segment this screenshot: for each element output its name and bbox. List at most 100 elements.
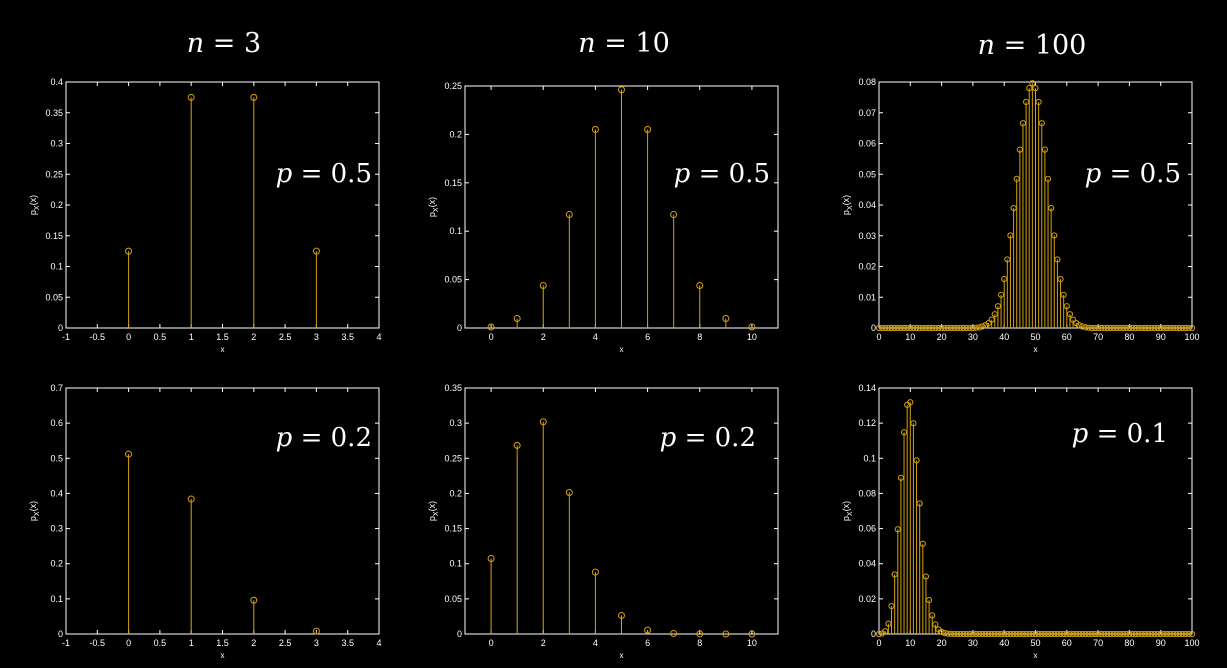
x-tick-label: 20 bbox=[937, 332, 947, 342]
x-tick-label: 50 bbox=[1030, 638, 1040, 648]
stem-marker bbox=[900, 324, 908, 332]
y-tick-label: 0.2 bbox=[449, 129, 462, 139]
stem-marker bbox=[963, 630, 970, 638]
stem-marker bbox=[1176, 324, 1183, 332]
stem-marker bbox=[954, 630, 961, 638]
y-tick-label: 0.14 bbox=[858, 383, 876, 393]
stem-marker bbox=[1048, 204, 1055, 212]
stem-marker bbox=[985, 319, 992, 327]
x-tick-label: 6 bbox=[645, 638, 650, 648]
stem-marker bbox=[925, 324, 933, 332]
column-title-variable: n bbox=[977, 30, 996, 61]
stem-marker bbox=[907, 399, 914, 406]
stem-marker bbox=[888, 602, 895, 610]
stem-marker bbox=[897, 474, 905, 481]
stem-marker bbox=[1107, 630, 1114, 638]
x-tick-label: 2 bbox=[541, 332, 546, 342]
x-tick-label: 50 bbox=[1030, 332, 1040, 342]
stem-marker bbox=[1170, 630, 1177, 638]
stem-marker bbox=[1110, 630, 1117, 638]
stem-marker bbox=[1048, 630, 1055, 638]
x-tick-label: 40 bbox=[999, 638, 1009, 648]
stem-marker bbox=[1063, 630, 1070, 638]
y-axis-label: pX(x) bbox=[427, 197, 440, 217]
stem-marker bbox=[1026, 630, 1033, 638]
stem-marker bbox=[1113, 324, 1120, 332]
chart-panel: 0 0.05 0.1 0.15 0.2 0.25 0.3 0.35 0 2 4 6 8 10 x pX(x) p… bbox=[427, 383, 779, 660]
stem-marker bbox=[1091, 630, 1099, 638]
y-tick-label: 0.06 bbox=[858, 524, 876, 534]
x-tick-label: 0.5 bbox=[154, 332, 167, 342]
stem-marker bbox=[1060, 291, 1067, 298]
x-tick-label: 2 bbox=[251, 332, 256, 342]
stem-marker bbox=[1057, 630, 1064, 638]
stem-marker bbox=[1141, 324, 1149, 332]
stem-marker bbox=[487, 323, 495, 331]
x-tick-label: 3 bbox=[314, 638, 319, 648]
y-tick-label: 0.1 bbox=[863, 453, 876, 463]
stem-marker bbox=[565, 211, 573, 219]
stem-marker bbox=[1101, 630, 1108, 638]
stem-marker bbox=[1004, 256, 1011, 263]
x-tick-label: 2 bbox=[541, 638, 546, 648]
stem-marker bbox=[1001, 630, 1008, 638]
x-tick-label: 70 bbox=[1093, 638, 1103, 648]
stem-marker bbox=[1176, 630, 1183, 638]
stem-marker bbox=[1051, 232, 1058, 239]
stem-marker bbox=[1132, 324, 1139, 332]
stem-marker bbox=[1076, 630, 1083, 638]
stem-marker bbox=[972, 630, 980, 638]
stem-marker bbox=[1095, 630, 1102, 638]
y-tick-label: 0.35 bbox=[45, 108, 63, 118]
y-tick-label: 0.15 bbox=[444, 524, 462, 534]
chart-panel: 0 0.01 0.02 0.03 0.04 0.05 0.06 0.07 0.08 0 10 20 30… bbox=[841, 77, 1200, 354]
y-tick-label: 0.3 bbox=[50, 524, 63, 534]
stem-marker bbox=[922, 573, 930, 580]
stem-marker bbox=[1129, 630, 1136, 638]
stem-marker bbox=[618, 86, 625, 94]
x-tick-label: 0 bbox=[126, 332, 131, 342]
y-axis-label: pX(x) bbox=[841, 195, 854, 215]
x-tick-label: 4 bbox=[593, 638, 598, 648]
stem-marker bbox=[919, 540, 926, 547]
y-tick-label: 0.05 bbox=[444, 594, 462, 604]
stem-marker bbox=[1069, 630, 1077, 638]
stem-marker bbox=[1076, 322, 1083, 329]
stem-marker bbox=[1007, 232, 1014, 239]
stem-marker bbox=[1173, 324, 1180, 332]
x-tick-label: -0.5 bbox=[90, 638, 106, 648]
stem-marker bbox=[1013, 175, 1020, 182]
stem-marker bbox=[944, 630, 951, 637]
stem-marker bbox=[885, 324, 892, 332]
x-tick-label: 100 bbox=[1184, 638, 1199, 648]
y-tick-label: 0.08 bbox=[858, 488, 876, 498]
stem-marker bbox=[888, 324, 895, 332]
stem-marker bbox=[969, 324, 977, 332]
stem-marker bbox=[591, 125, 599, 133]
y-tick-label: 0.4 bbox=[50, 488, 63, 498]
x-tick-label: 2 bbox=[251, 638, 256, 648]
x-tick-label: 0 bbox=[489, 332, 494, 342]
stem-marker bbox=[1182, 630, 1189, 638]
stem-marker bbox=[960, 324, 967, 332]
probability-annotation: p = 0.2 bbox=[660, 423, 756, 453]
y-tick-label: 0.25 bbox=[45, 169, 63, 179]
stem-marker bbox=[1179, 630, 1186, 638]
column-title-equals: = bbox=[1003, 30, 1027, 61]
column-title-variable: n bbox=[186, 28, 205, 59]
y-tick-label: 0.4 bbox=[50, 77, 63, 87]
stem-marker bbox=[312, 627, 320, 635]
stem-marker bbox=[1173, 630, 1180, 638]
stem-marker bbox=[913, 457, 920, 464]
x-tick-label: -1 bbox=[62, 638, 70, 648]
x-tick-label: 3 bbox=[314, 332, 319, 342]
stem-marker bbox=[972, 324, 980, 331]
x-tick-label: 40 bbox=[999, 332, 1009, 342]
column-title-equals: = bbox=[604, 28, 627, 59]
stem-marker bbox=[879, 324, 886, 332]
column-title-equals: = bbox=[212, 28, 236, 59]
stem-marker bbox=[1107, 324, 1114, 332]
stem-marker bbox=[997, 630, 1005, 638]
y-axis-label: pX(x) bbox=[427, 501, 440, 521]
stem-marker bbox=[1104, 630, 1111, 638]
